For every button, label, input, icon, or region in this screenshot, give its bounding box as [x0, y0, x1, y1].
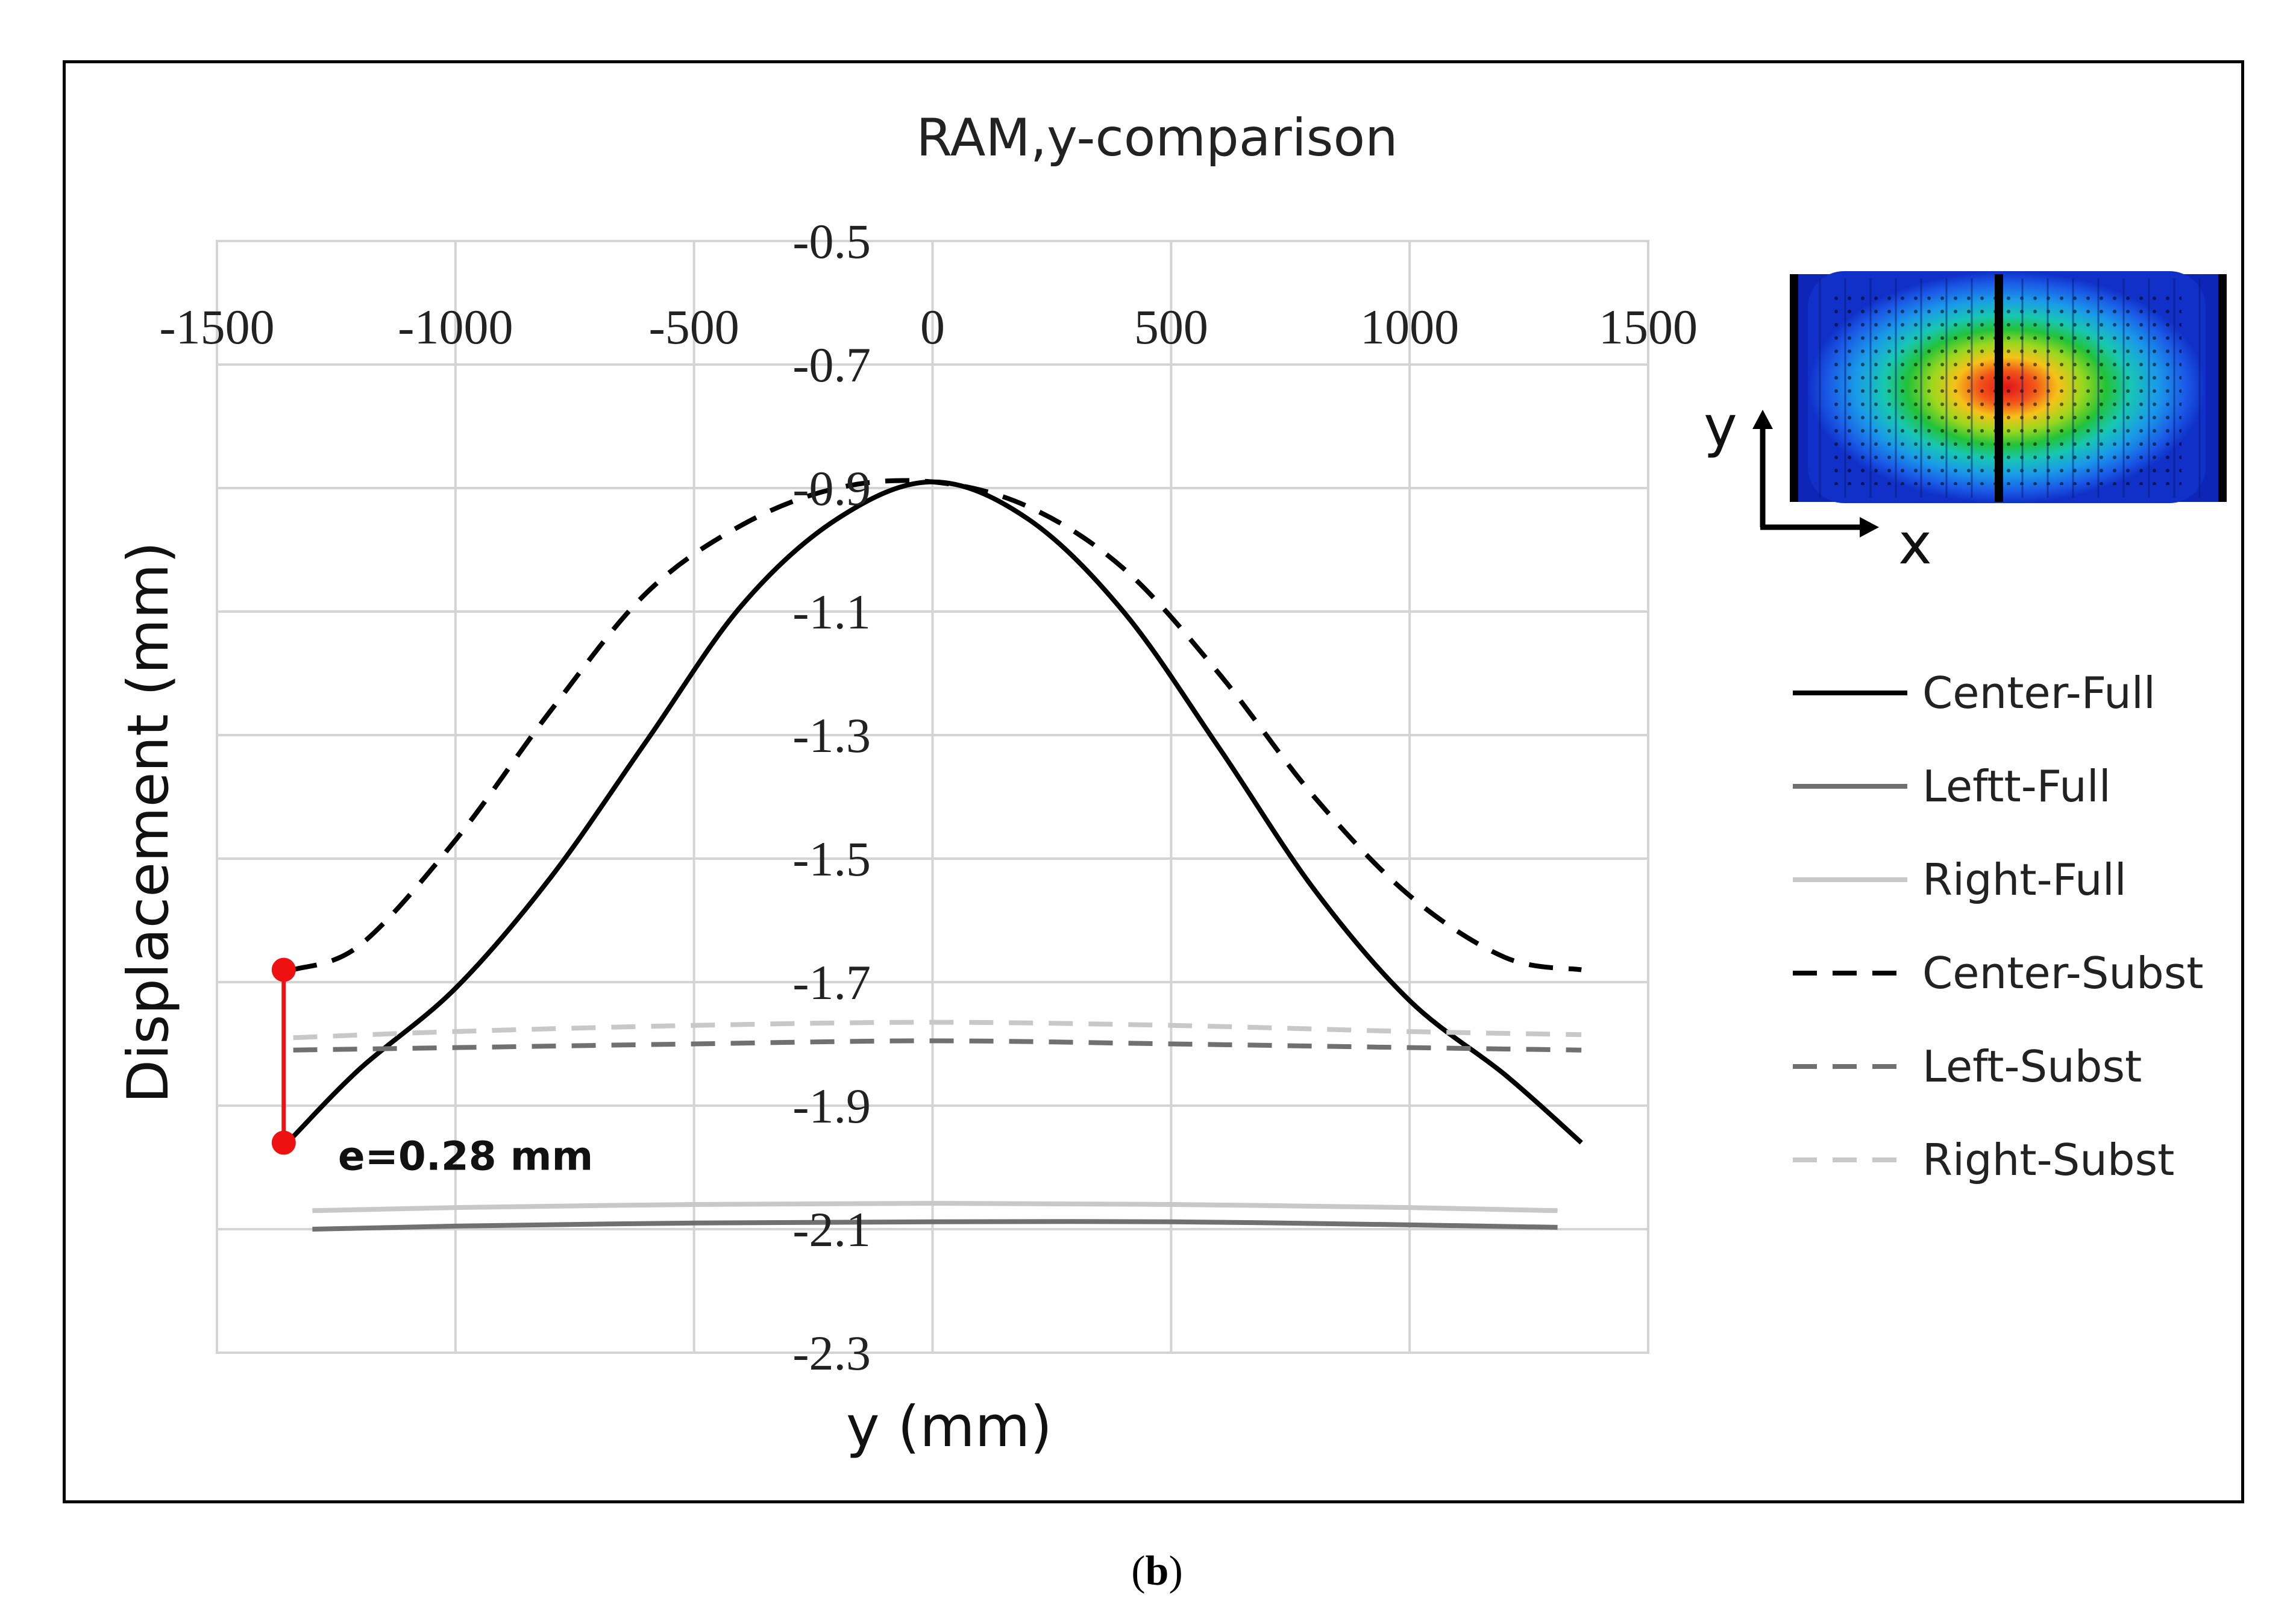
y-tick-label: -0.7 — [792, 337, 871, 392]
x-tick-label: -500 — [649, 299, 739, 354]
y-tick-label: -0.5 — [792, 214, 871, 269]
legend-label-center-full: Center-Full — [1922, 668, 2156, 718]
x-tick-label: 0 — [920, 299, 945, 354]
x-tick-label: 1000 — [1360, 299, 1459, 354]
legend-label-left-subst: Left-Subst — [1922, 1041, 2142, 1092]
x-tick-label: 500 — [1134, 299, 1208, 354]
y-tick-label: -1.3 — [792, 708, 871, 763]
x-axis-label: y (mm) — [846, 1394, 1052, 1460]
y-tick-label: -1.1 — [792, 584, 871, 639]
legend: Center-Full Leftt-Full Right-Full Center-Su… — [1793, 668, 2204, 1185]
legend-label-leftt-full: Leftt-Full — [1922, 761, 2111, 812]
y-axis-label: Displacement (mm) — [116, 542, 181, 1104]
legend-label-center-subst: Center-Subst — [1922, 948, 2204, 998]
inset-y-label: y — [1704, 394, 1737, 460]
contour-inset: y x — [1704, 271, 2227, 577]
tick-labels: -1500 -1000 -500 0 500 1000 1500 -0.5 -0.7 -0.9 -1… — [159, 214, 1698, 1380]
caption-close: ) — [1168, 1548, 1182, 1594]
inset-x-arrowhead — [1860, 517, 1879, 537]
x-tick-label: -1000 — [398, 299, 513, 354]
error-annotation: e=0.28 mm — [271, 957, 593, 1180]
series-line-right-full — [312, 1200, 1558, 1214]
figure-frame — [63, 60, 2244, 1503]
inset-mesh-dots — [1832, 289, 2182, 485]
series-layer — [291, 478, 1583, 1232]
y-tick-label: -1.7 — [792, 955, 871, 1010]
y-tick-label: -2.3 — [792, 1326, 871, 1380]
error-label: e=0.28 mm — [338, 1133, 593, 1180]
error-marker-top — [271, 957, 296, 982]
legend-label-right-subst: Right-Subst — [1922, 1135, 2174, 1185]
series-line-right-subst — [293, 1019, 1582, 1041]
inset-y-arrowhead — [1752, 410, 1773, 429]
chart-title: RAM,y-comparison — [916, 108, 1397, 168]
x-tick-label: -1500 — [159, 299, 274, 354]
y-tick-label: -1.5 — [792, 832, 871, 886]
inset-x-label: x — [1898, 512, 1932, 577]
series-line-leftt-full — [312, 1219, 1558, 1232]
y-tick-label: -1.9 — [792, 1079, 871, 1133]
y-tick-label: -0.9 — [792, 461, 871, 516]
error-marker-bottom — [271, 1130, 296, 1155]
y-tick-label: -2.1 — [792, 1202, 871, 1257]
caption-letter: b — [1146, 1548, 1169, 1594]
series-line-center-full — [291, 479, 1583, 1145]
series-line-left-subst — [293, 1038, 1582, 1053]
x-tick-label: 1500 — [1599, 299, 1698, 354]
inset-stiffeners — [1819, 278, 2201, 498]
grid — [216, 240, 1649, 1354]
figure-caption: (b) — [1131, 1548, 1183, 1594]
legend-label-right-full: Right-Full — [1922, 854, 2127, 905]
series-line-center-subst — [292, 478, 1582, 972]
caption-open: ( — [1131, 1548, 1145, 1594]
